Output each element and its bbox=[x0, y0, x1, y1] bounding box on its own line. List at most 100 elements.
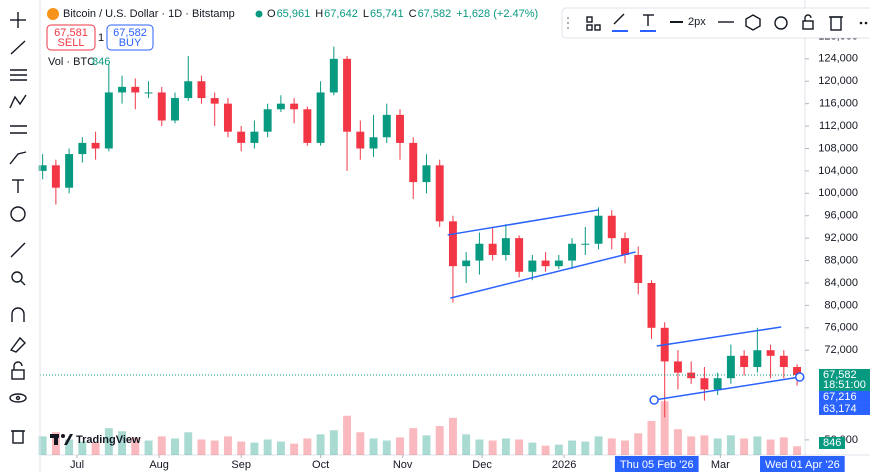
candle-body bbox=[541, 260, 550, 267]
time-marker-label: Thu 05 Feb '26 bbox=[620, 459, 694, 471]
ohlc-value: 65,961 bbox=[277, 8, 311, 20]
magnet-tool[interactable] bbox=[11, 307, 25, 322]
forecast-tool[interactable] bbox=[10, 125, 27, 134]
toolbar-box bbox=[561, 7, 870, 39]
candle-body bbox=[448, 221, 457, 267]
volume-bar bbox=[515, 439, 524, 455]
volume-bar bbox=[568, 440, 577, 455]
volume-bar bbox=[290, 443, 299, 455]
candle-body bbox=[673, 361, 682, 373]
remove-button[interactable] bbox=[829, 16, 843, 31]
volume-bar bbox=[621, 440, 629, 455]
fib-tool[interactable] bbox=[10, 69, 27, 81]
candle-body bbox=[303, 109, 312, 143]
volume-bar bbox=[462, 434, 471, 455]
candle-body bbox=[409, 142, 418, 183]
y-tick-label: 124,000 bbox=[818, 53, 858, 65]
trend-line bbox=[656, 326, 782, 347]
candle-body bbox=[223, 103, 232, 132]
x-tick-label: Oct bbox=[312, 459, 329, 471]
x-tick-label: Nov bbox=[393, 459, 413, 471]
candle-body bbox=[700, 378, 709, 390]
plot: 56,00072,00076,00080,00084,00088,00092,0… bbox=[38, 0, 870, 472]
candle-body bbox=[65, 154, 74, 188]
candle-body bbox=[740, 355, 749, 368]
candle-body bbox=[171, 98, 179, 121]
text-tool[interactable] bbox=[12, 179, 24, 193]
volume-label: 846 bbox=[823, 437, 841, 449]
volume-bar bbox=[78, 441, 87, 455]
time-marker-box bbox=[614, 456, 699, 472]
volume-legend: Vol · BTC bbox=[48, 56, 95, 68]
y-tick-label: 92,000 bbox=[824, 232, 858, 244]
volume-bar bbox=[343, 415, 352, 455]
ohlc-key: O bbox=[267, 8, 276, 20]
volume-bar bbox=[276, 441, 285, 455]
lock-tool[interactable] bbox=[11, 361, 25, 380]
candle-body bbox=[435, 165, 444, 222]
settings-button[interactable] bbox=[745, 14, 761, 31]
candle-body bbox=[594, 215, 603, 244]
buy-button[interactable] bbox=[106, 24, 154, 51]
volume-label-box bbox=[819, 437, 845, 449]
y-tick-label: 88,000 bbox=[824, 254, 858, 266]
volume-bar bbox=[118, 431, 127, 455]
candle-body bbox=[157, 92, 166, 121]
pattern-tool[interactable] bbox=[9, 94, 27, 109]
sell-button[interactable] bbox=[46, 24, 96, 51]
y-tick-label: 84,000 bbox=[824, 277, 858, 289]
time-marker-label: Wed 01 Apr '26 bbox=[765, 459, 840, 471]
volume-bar bbox=[171, 438, 179, 455]
brush-tool[interactable] bbox=[9, 151, 27, 165]
candle-body bbox=[197, 81, 206, 99]
candle-body bbox=[793, 367, 802, 375]
template-button[interactable] bbox=[586, 16, 601, 31]
candle-body bbox=[621, 238, 629, 255]
ohlc-value: 67,582 bbox=[418, 8, 452, 20]
candle-body bbox=[144, 92, 153, 94]
ohlc-key: H bbox=[315, 8, 323, 20]
trend-line bbox=[654, 376, 800, 401]
trendline-tool[interactable] bbox=[10, 40, 26, 55]
candle-body bbox=[501, 238, 510, 255]
more-button[interactable] bbox=[859, 21, 868, 25]
candle-body bbox=[131, 86, 140, 93]
emoji-tool[interactable] bbox=[10, 206, 26, 222]
lock-draw-tool[interactable] bbox=[9, 336, 26, 353]
logo-text: TradingView bbox=[76, 434, 141, 446]
line-color-button[interactable] bbox=[612, 13, 628, 32]
visibility-tool[interactable] bbox=[9, 393, 27, 403]
y-tick-label: 120,000 bbox=[818, 75, 858, 87]
left-toolbar bbox=[9, 0, 41, 472]
crosshair-tool[interactable] bbox=[10, 12, 26, 28]
candle-body bbox=[184, 81, 193, 99]
candle-body bbox=[581, 243, 590, 245]
text-color-button[interactable] bbox=[640, 14, 656, 32]
line-width-button[interactable]: 2px bbox=[670, 16, 706, 28]
lock-button[interactable] bbox=[802, 14, 814, 30]
volume-bar bbox=[65, 439, 74, 455]
zoom-tool[interactable] bbox=[11, 271, 26, 286]
volume-bar bbox=[422, 435, 431, 455]
volume-bar bbox=[581, 441, 590, 455]
volume-bar bbox=[793, 446, 802, 455]
alert-button[interactable] bbox=[774, 16, 788, 30]
volume-bar bbox=[369, 438, 378, 455]
volume-bar bbox=[409, 428, 418, 455]
candle-body bbox=[38, 165, 47, 171]
volume-bar bbox=[647, 420, 656, 455]
y-tick-label: 80,000 bbox=[824, 299, 858, 311]
volume-bar bbox=[475, 439, 484, 455]
volume-bar bbox=[700, 435, 709, 455]
delete-tool[interactable] bbox=[11, 430, 25, 444]
trend-line bbox=[450, 251, 636, 299]
drag-handle[interactable] bbox=[567, 17, 569, 29]
price-label-box bbox=[819, 402, 870, 415]
volume-bar bbox=[91, 442, 100, 455]
candle-body bbox=[422, 165, 431, 183]
volume-bar bbox=[303, 438, 312, 455]
volume-bar bbox=[448, 417, 457, 455]
ruler-tool[interactable] bbox=[10, 242, 26, 258]
